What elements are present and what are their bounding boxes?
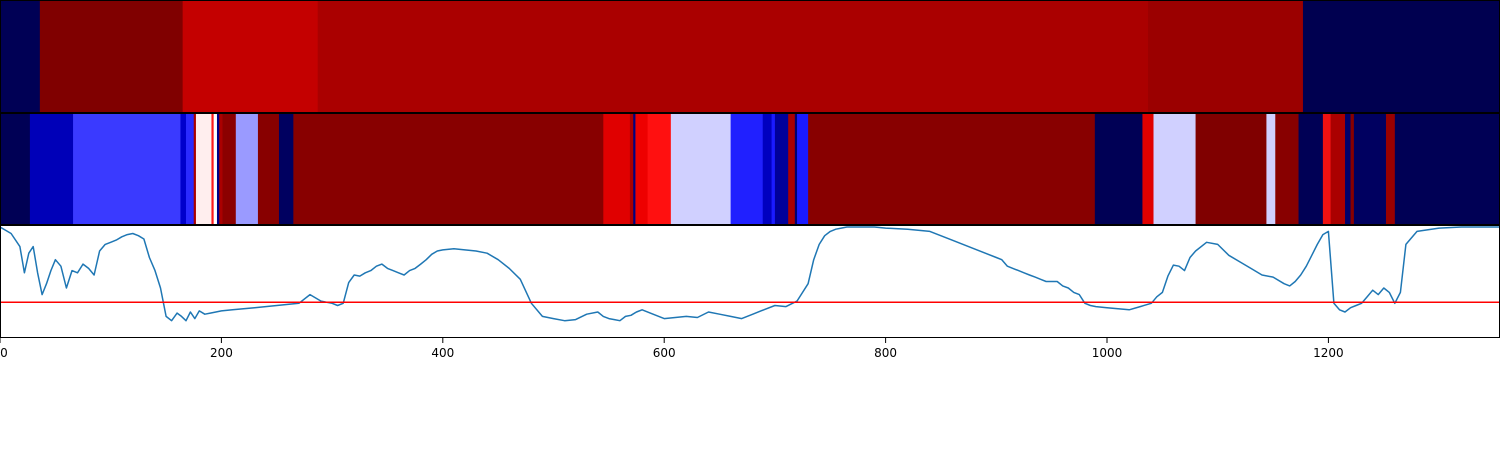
heatmap-cell-18: [633, 113, 636, 225]
x-tick-label-0: 0: [0, 346, 8, 360]
heatmap-cell-22: [730, 113, 764, 225]
heatmap-cell-20: [647, 113, 672, 225]
heatmap-cell-31: [1142, 113, 1154, 225]
heatmap-cell-19: [635, 113, 649, 225]
heatmap-cell-35: [1275, 113, 1299, 225]
heatmap-cell-43: [1394, 113, 1500, 225]
heatmap-cell-28: [797, 113, 809, 225]
heatmap-cell-9: [216, 113, 220, 225]
heatmap-cell-42: [1385, 113, 1396, 225]
heatmap-cell-24: [771, 113, 776, 225]
heatmap-cell-7: [211, 113, 215, 225]
heatmap-cell-27: [794, 113, 798, 225]
heatmap-cell-5: [1302, 0, 1500, 113]
x-tick-label-200: 200: [210, 346, 233, 360]
heatmap-cell-15: [293, 113, 604, 225]
heatmap-cell-17: [629, 113, 634, 225]
top-heatmap-band: [0, 0, 1500, 113]
heatmap-cell-0: [0, 113, 31, 225]
line-plot-area: [0, 225, 1500, 338]
heatmap-cell-36: [1298, 113, 1324, 225]
heatmap-cell-2: [73, 113, 181, 225]
heatmap-cell-40: [1350, 113, 1355, 225]
heatmap-cell-37: [1322, 113, 1332, 225]
heatmap-cell-34: [1266, 113, 1276, 225]
heatmap-cell-41: [1353, 113, 1387, 225]
heatmap-cell-33: [1195, 113, 1267, 225]
heatmap-cell-32: [1153, 113, 1196, 225]
heatmap-cell-16: [603, 113, 631, 225]
heatmap-cell-1: [29, 113, 74, 225]
x-tick-label-800: 800: [874, 346, 897, 360]
heatmap-cell-29: [808, 113, 1096, 225]
heatmap-cell-25: [774, 113, 789, 225]
heatmap-cell-11: [222, 113, 237, 225]
heatmap-cell-26: [788, 113, 796, 225]
plot-background: [0, 225, 1500, 338]
x-axis: 0 200 400 600 800 1000 1200: [0, 338, 1344, 360]
heatmap-cell-23: [762, 113, 772, 225]
heatmap-cell-1: [39, 0, 184, 113]
x-tick-label-1200: 1200: [1313, 346, 1344, 360]
heatmap-cell-21: [670, 113, 732, 225]
x-tick-label-1000: 1000: [1092, 346, 1123, 360]
heatmap-cell-12: [235, 113, 259, 225]
heatmap-cell-10: [219, 113, 223, 225]
heatmap-cell-39: [1345, 113, 1351, 225]
heatmap-cell-4: [1147, 0, 1304, 113]
heatmap-cell-2: [182, 0, 319, 113]
bottom-line-panel: 0 200 400 600 800 1000 1200: [0, 225, 1500, 360]
x-tick-label-400: 400: [431, 346, 454, 360]
heatmap-cell-5: [193, 113, 197, 225]
heatmap-cell-30: [1094, 113, 1143, 225]
heatmap-cell-14: [278, 113, 294, 225]
heatmap-cell-3: [180, 113, 187, 225]
heatmap-cell-38: [1330, 113, 1346, 225]
heatmap-cell-3: [317, 0, 1149, 113]
heatmap-cell-6: [195, 113, 212, 225]
heatmap-cell-4: [185, 113, 195, 225]
heatmap-cell-13: [257, 113, 280, 225]
middle-heatmap-band: [0, 113, 1500, 225]
heatmap-cell-0: [0, 0, 41, 113]
x-tick-label-600: 600: [653, 346, 676, 360]
series-line: [0, 226, 1500, 322]
heatmap-cell-8: [213, 113, 218, 225]
